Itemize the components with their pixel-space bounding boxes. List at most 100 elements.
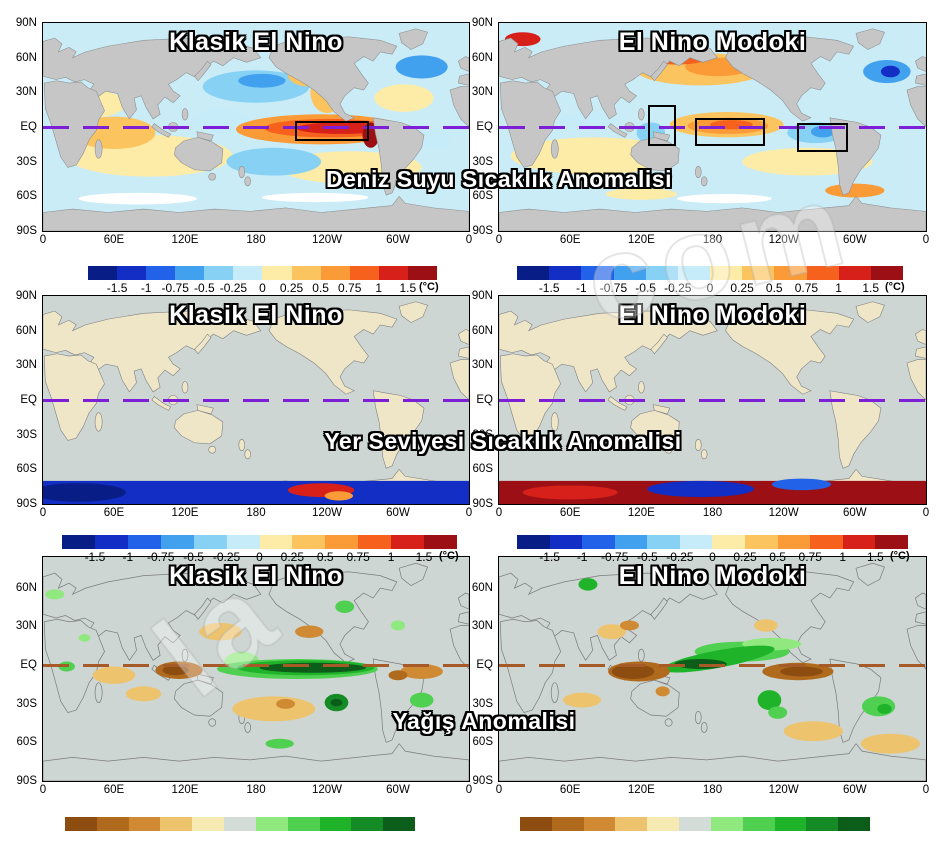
colorbar-tick-label: 0.75 <box>798 550 822 564</box>
colorbar-tick-label: 1 <box>387 550 395 564</box>
colorbar-segment <box>517 535 550 549</box>
modoki-west-box <box>648 105 677 146</box>
lat-tick-label: 60S <box>16 463 37 476</box>
lat-tick-label: 60S <box>472 736 493 749</box>
lat-tick-label: 60S <box>472 190 493 203</box>
colorbar-unit: (°C) <box>439 550 459 562</box>
lat-tick-label: EQ <box>20 121 37 133</box>
map-panel-t2m-modoki: El Nino Modoki 90N 60N 30N EQ 30S 60S 90S 0 60E… <box>472 290 929 519</box>
lon-tick-label: 180 <box>246 784 266 796</box>
colorbar-segment <box>96 817 129 831</box>
lat-tick-label: 30N <box>471 86 493 99</box>
colorbar-tick-label: -1 <box>575 281 587 295</box>
colorbar-tick-label: -0.25 <box>666 550 694 564</box>
colorbar-tick-label: -0.5 <box>183 550 204 564</box>
colorbar-segment <box>291 266 321 280</box>
colorbar-segment <box>679 817 711 831</box>
lat-tick-label: 90N <box>471 290 493 302</box>
lat-tick-label: 90S <box>472 498 493 510</box>
colorbar-segment <box>358 535 392 549</box>
panel-title: El Nino Modoki <box>618 562 807 590</box>
lon-tick-label: 0 <box>922 507 930 519</box>
colorbar-tick-label: 0.25 <box>280 550 305 564</box>
colorbar-tick-label: -0.75 <box>147 550 175 564</box>
lat-axis: 60N 30N EQ 30S 60S 90S <box>459 557 495 787</box>
lon-tick-label: 0 <box>465 234 473 246</box>
colorbar-tick-label: 1.5 <box>862 281 880 295</box>
precip-classic-map <box>43 557 469 781</box>
colorbar-segment <box>777 535 811 549</box>
colorbar-tick-label: 0.5 <box>316 550 334 564</box>
nino3-region-box <box>294 120 369 141</box>
lat-tick-label: EQ <box>476 121 493 133</box>
lat-tick-label: 30N <box>471 620 493 633</box>
colorbar-segments <box>520 817 870 831</box>
colorbar-tick-label: -0.5 <box>636 550 658 564</box>
lon-tick-label: 60E <box>559 784 581 796</box>
panel-title: El Nino Modoki <box>618 28 807 56</box>
lon-tick-label: 120E <box>171 507 199 519</box>
lat-tick-label: 30N <box>471 359 493 372</box>
colorbar-segment <box>407 266 437 280</box>
lat-tick-label: 30S <box>16 155 37 168</box>
colorbar-tick-label: 1.5 <box>867 550 884 564</box>
colorbar-segment <box>351 817 384 831</box>
colorbar-segment <box>378 266 408 280</box>
colorbar-segment <box>287 817 320 831</box>
colorbar-segment <box>292 535 326 549</box>
colorbar-segment <box>870 266 904 280</box>
colorbar-segment <box>127 535 161 549</box>
lon-tick-label: 120W <box>311 234 343 246</box>
colorbar-unit: (°C) <box>890 550 910 562</box>
lat-tick-label: 90N <box>15 290 37 302</box>
lon-tick-label: 120E <box>627 234 655 246</box>
lon-axis: 0 60E 120E 180 120W 60W 0 <box>40 234 473 248</box>
colorbar-segment <box>117 266 147 280</box>
colorbar-tick-label: 0.5 <box>765 281 783 295</box>
colorbar-segment <box>742 817 775 831</box>
lat-tick-label: 30N <box>15 620 37 633</box>
precip-modoki-map <box>499 557 926 781</box>
modoki-central-box <box>694 118 765 146</box>
lon-tick-label: 180 <box>246 234 266 246</box>
lon-tick-label: 180 <box>702 784 723 796</box>
colorbar-segment <box>424 535 458 549</box>
lon-tick-label: 60W <box>843 234 867 246</box>
colorbar-segment <box>838 266 871 280</box>
lat-tick-label: EQ <box>476 658 493 671</box>
lat-tick-label: 30S <box>472 155 493 168</box>
lat-tick-label: 90S <box>16 225 37 237</box>
colorbar-segment <box>551 817 584 831</box>
colorbar-segment <box>224 817 256 831</box>
colorbar-tick-label: -1.5 <box>538 281 560 295</box>
colorbar-tick-label: 0.75 <box>794 281 819 295</box>
lon-tick-label: 0 <box>495 507 503 519</box>
lon-tick-label: 60E <box>559 234 581 246</box>
colorbar-segment <box>193 535 227 549</box>
colorbar-tick-label: 0.25 <box>279 281 304 295</box>
colorbar-labels: -1.5 -1 -0.75 -0.5 -0.25 0 0.25 0.5 0.75 1 1.5 <box>533 280 919 295</box>
lon-tick-label: 60W <box>386 784 410 796</box>
colorbar-segment <box>645 266 678 280</box>
colorbar-segment <box>226 535 260 549</box>
lon-axis: 0 60E 120E 180 120W 60W 0 <box>495 507 930 521</box>
lat-axis: 60N 30N EQ 30S 60S 90S <box>3 557 39 787</box>
colorbar-segment <box>582 535 615 549</box>
lat-axis: 90N 60N 30N EQ 30S 60S 90S <box>3 17 39 237</box>
colorbar-segments <box>517 266 904 280</box>
colorbar-segment <box>160 817 193 831</box>
colorbar-tick-label: -0.25 <box>219 281 248 295</box>
lon-axis: 0 60E 120E 180 120W 60W 0 <box>40 784 473 798</box>
lon-tick-label: 60E <box>103 784 125 796</box>
colorbar-segment <box>128 817 161 831</box>
map-panel-precip-classic: Klasik El Nino 60N 30N EQ 30S 60S 90S 0 60E 120… <box>16 556 472 796</box>
lon-axis: 0 60E 120E 180 120W 60W 0 <box>496 234 929 248</box>
colorbar-segment <box>383 817 415 831</box>
colorbar-segment <box>774 266 807 280</box>
colorbar-segment <box>581 266 614 280</box>
lon-tick-label: 0 <box>465 784 473 796</box>
colorbar-tick-label: -0.5 <box>193 281 215 295</box>
lat-tick-label: 60N <box>471 324 493 337</box>
lon-tick-label: 120W <box>768 234 799 246</box>
